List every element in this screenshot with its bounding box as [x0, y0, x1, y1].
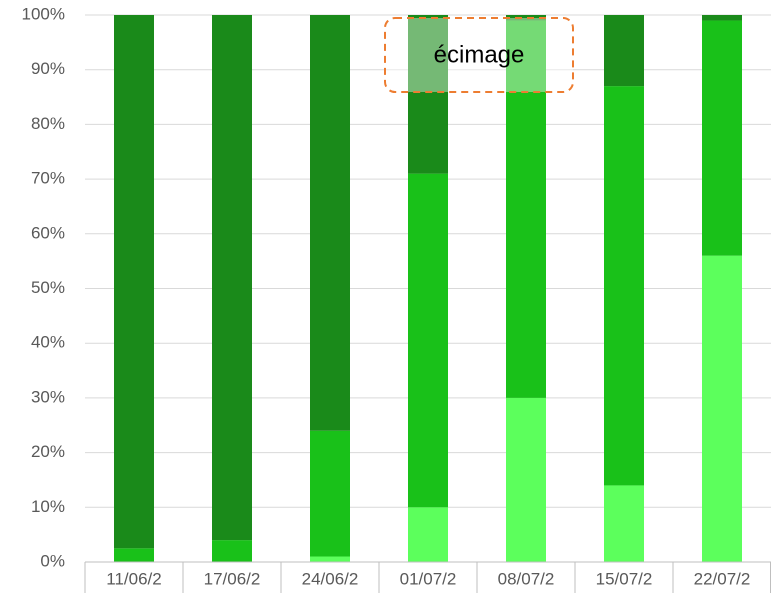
- bar-segment: [408, 15, 448, 174]
- bar-segment: [114, 548, 154, 562]
- y-tick-label: 30%: [31, 387, 65, 406]
- x-tick-label: 08/07/2: [498, 569, 555, 588]
- bar-segment: [702, 15, 742, 21]
- annotation-box: [384, 17, 574, 93]
- annotation: écimage: [434, 41, 525, 68]
- y-tick-label: 70%: [31, 169, 65, 188]
- y-tick-label: 20%: [31, 442, 65, 461]
- y-tick-label: 80%: [31, 114, 65, 133]
- x-tick-label: 15/07/2: [596, 569, 653, 588]
- x-tick-label: 24/06/2: [302, 569, 359, 588]
- y-tick-label: 0%: [40, 551, 65, 570]
- bar-segment: [702, 20, 742, 256]
- bar-segment: [604, 86, 644, 486]
- y-tick-label: 10%: [31, 497, 65, 516]
- y-tick-label: 50%: [31, 278, 65, 297]
- bar-segment: [702, 255, 742, 562]
- bar-segment: [310, 430, 350, 557]
- bar-segment: [408, 507, 448, 562]
- x-tick-label: 17/06/2: [204, 569, 261, 588]
- bar-segment: [408, 173, 448, 508]
- bar-segment: [310, 556, 350, 562]
- bar-segment: [604, 485, 644, 562]
- x-tick-label: 22/07/2: [694, 569, 751, 588]
- x-tick-label: 01/07/2: [400, 569, 457, 588]
- bar-segment: [506, 397, 546, 562]
- bar-segment: [212, 15, 252, 541]
- y-tick-label: 100%: [22, 4, 65, 23]
- y-tick-label: 90%: [31, 59, 65, 78]
- bar-segment: [114, 15, 154, 549]
- bar-segment: [310, 15, 350, 431]
- y-tick-label: 60%: [31, 223, 65, 242]
- bar-segment: [604, 15, 644, 87]
- x-tick-label: 11/06/2: [106, 569, 161, 588]
- bar-segment: [506, 20, 546, 398]
- bar-segment: [212, 540, 252, 562]
- y-tick-label: 40%: [31, 333, 65, 352]
- bar-segment: [506, 15, 546, 21]
